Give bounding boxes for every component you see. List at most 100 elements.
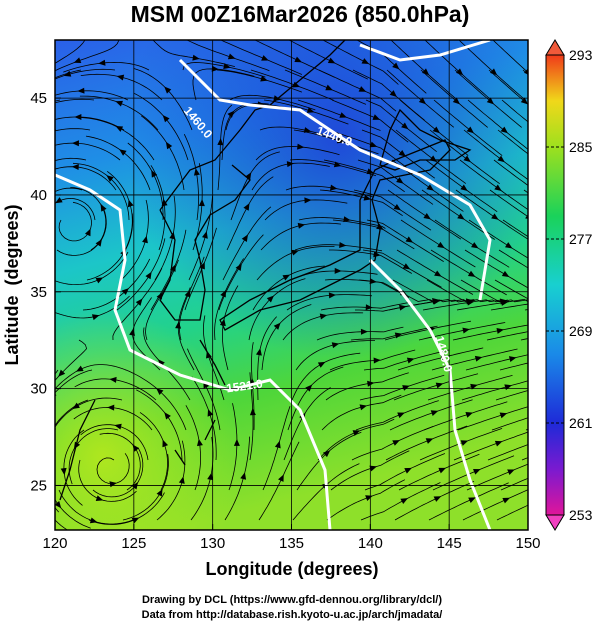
- streamline: [486, 331, 528, 341]
- streamline: [426, 279, 509, 303]
- colorbar-tick-label: 285: [569, 139, 593, 155]
- y-tick-label: 45: [30, 90, 47, 107]
- streamline: [353, 189, 432, 231]
- streamline: [351, 426, 434, 461]
- colorbar-tick-label: 253: [569, 507, 593, 523]
- arrowhead: [107, 404, 115, 411]
- arrowhead: [156, 388, 164, 395]
- arrowhead: [330, 184, 338, 191]
- streamline: [72, 162, 130, 221]
- streamline: [214, 258, 244, 341]
- arrowhead: [568, 299, 575, 305]
- streamline: [112, 268, 163, 341]
- x-tick-label: 135: [279, 535, 304, 552]
- arrowhead: [127, 199, 134, 208]
- arrowhead: [217, 138, 224, 146]
- streamline: [283, 387, 331, 461]
- arrowhead: [192, 54, 200, 61]
- streamline: [85, 135, 151, 191]
- arrowhead: [467, 270, 476, 277]
- colorbar-tick-label: 261: [569, 415, 593, 431]
- contour-lines: [55, 40, 492, 530]
- streamline: [394, 481, 475, 521]
- streamline: [55, 364, 127, 390]
- streamline: [385, 425, 468, 461]
- arrowhead: [577, 356, 585, 362]
- arrowhead: [161, 198, 168, 207]
- arrowhead: [162, 115, 170, 123]
- arrowhead: [402, 263, 411, 270]
- arrowhead: [570, 271, 578, 277]
- streamline: [392, 279, 475, 303]
- streamline: [187, 348, 221, 431]
- arrowhead: [365, 304, 373, 311]
- streamline: [428, 482, 509, 521]
- arrowhead: [369, 465, 377, 472]
- arrowhead: [202, 231, 208, 239]
- x-tick-label: 120: [42, 535, 67, 552]
- streamline: [400, 219, 476, 268]
- arrowhead: [466, 299, 475, 306]
- arrowhead: [500, 299, 509, 306]
- streamline: [249, 372, 254, 461]
- arrowhead: [389, 90, 397, 98]
- arrowhead: [376, 223, 384, 230]
- arrowhead: [14, 185, 20, 193]
- arrowhead: [575, 470, 583, 476]
- streamline: [185, 405, 201, 491]
- streamline: [116, 238, 166, 311]
- arrowhead: [359, 404, 368, 411]
- arrowhead: [157, 359, 165, 367]
- streamline: [257, 316, 277, 401]
- arrowhead: [119, 149, 127, 156]
- arrowhead: [73, 57, 82, 64]
- arrowhead: [164, 86, 172, 94]
- streamline: [55, 68, 116, 80]
- arrowhead: [331, 342, 340, 349]
- arrowhead: [305, 384, 313, 392]
- streamline: [140, 115, 185, 191]
- arrowhead: [536, 498, 544, 504]
- streamline: [458, 40, 525, 100]
- streamline: [490, 303, 528, 311]
- arrowhead: [400, 498, 408, 505]
- arrowhead: [392, 62, 400, 70]
- arrowhead: [151, 170, 158, 178]
- streamline: [456, 298, 528, 311]
- arrowhead: [499, 412, 508, 419]
- streamline: [80, 117, 155, 161]
- streamline: [393, 373, 479, 401]
- arrowhead: [142, 235, 148, 244]
- streamline: [255, 146, 340, 161]
- arrowhead: [465, 411, 474, 418]
- streamline: [466, 463, 528, 491]
- colorbar: [545, 39, 565, 531]
- arrowhead: [240, 472, 247, 480]
- streamline: [220, 40, 303, 75]
- arrowhead: [235, 263, 242, 271]
- streamline: [430, 249, 507, 296]
- streamline: [99, 432, 141, 491]
- streamline: [226, 176, 274, 251]
- arrowhead: [282, 274, 291, 281]
- streamline: [145, 259, 179, 341]
- streamline: [191, 376, 217, 461]
- arrowhead: [369, 141, 378, 148]
- streamline: [288, 40, 368, 80]
- streamline: [63, 429, 85, 506]
- arrowhead: [115, 100, 123, 107]
- streamline: [55, 40, 86, 64]
- streamline: [355, 400, 439, 431]
- streamline: [139, 412, 168, 491]
- streamline: [534, 350, 599, 371]
- arrowhead: [193, 168, 200, 176]
- streamline: [296, 431, 362, 491]
- arrowhead: [273, 322, 281, 330]
- y-axis-label: Latitude (degrees): [2, 204, 22, 365]
- colorbar-tick-label: 293: [569, 47, 593, 63]
- arrowhead: [565, 156, 572, 163]
- arrowhead: [55, 500, 62, 509]
- streamline: [55, 129, 57, 131]
- streamline: [327, 129, 407, 168]
- streamline: [263, 99, 349, 125]
